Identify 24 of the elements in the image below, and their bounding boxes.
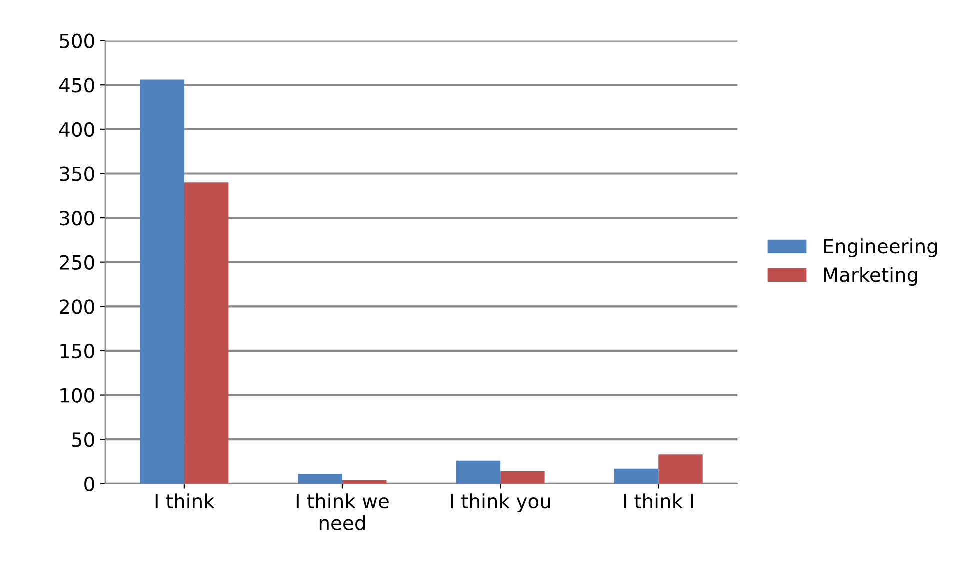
x-tick-label: I think I [624,494,694,508]
x-tick-label: I think [156,494,215,508]
y-tick-label: 400 [59,122,94,138]
bar [140,80,184,484]
bar [658,454,703,484]
y-tick-label: 0 [84,476,94,492]
legend-label: Engineering [824,238,938,258]
y-tick-label: 250 [60,255,94,270]
bar [298,474,342,484]
y-tick-label: 300 [60,211,94,226]
y-tick-label: 200 [60,300,94,314]
y-tick-label: 100 [60,388,94,403]
bar [500,471,545,484]
bar [456,460,501,484]
y-tick-label: 500 [60,34,94,48]
y-tick-label: 350 [60,166,94,182]
legend-label: Marketing [824,267,918,286]
x-tick-label: I think you [451,494,550,512]
y-tick-label: 50 [72,432,94,448]
bar [614,468,659,484]
y-tick-label: 450 [59,78,94,93]
x-tick-label: I think we need [296,494,389,530]
bar [184,182,229,484]
y-tick-label: 150 [60,344,94,359]
